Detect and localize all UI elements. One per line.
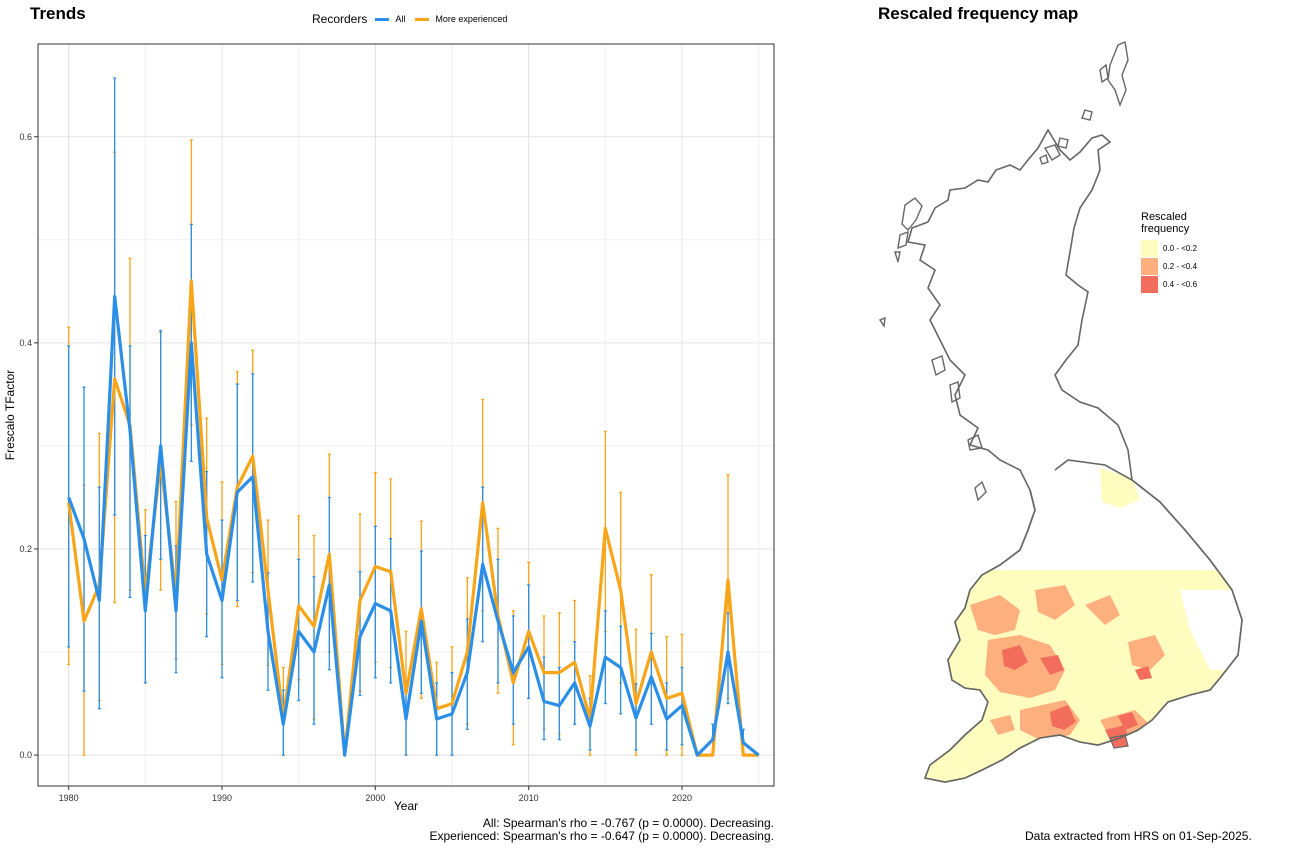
shetland-islands <box>1081 41 1129 121</box>
isle-of-man <box>974 480 987 502</box>
map-legend-swatch-low <box>1141 239 1158 257</box>
stats-experienced: Experienced: Spearman's rho = -0.647 (p … <box>429 829 775 843</box>
freq-high <box>1002 645 1152 740</box>
x-tick-label: 1980 <box>59 793 79 803</box>
y-tick-label: 0.0 <box>19 750 32 760</box>
stats-caption: All: Spearman's rho = -0.767 (p = 0.0000… <box>430 817 775 843</box>
map-legend-label-low: 0.0 - <0.2 <box>1163 243 1198 253</box>
y-tick-label: 0.6 <box>19 132 32 142</box>
orkney-islands <box>1039 137 1069 165</box>
map-legend-label-high: 0.4 - <0.6 <box>1163 279 1198 289</box>
x-tick-label: 2010 <box>519 793 539 803</box>
legend-title: Recorders <box>312 12 368 26</box>
y-axis-label: Frescalo TFactor <box>3 370 17 460</box>
map-legend-label-mid: 0.2 - <0.4 <box>1163 261 1198 271</box>
legend-label-experienced: More experienced <box>435 14 508 24</box>
freq-gap-east <box>1180 590 1242 670</box>
plot-panel <box>37 43 775 787</box>
western-isles-south <box>931 355 983 451</box>
map-legend-row: 0.4 - <0.6 <box>1141 275 1221 293</box>
legend-key-all <box>375 17 390 21</box>
y-tick-label: 0.4 <box>19 338 32 348</box>
trends-title: Trends <box>30 4 86 23</box>
x-axis-label: Year <box>394 799 418 813</box>
map-title: Rescaled frequency map <box>878 4 1079 23</box>
stats-all: All: Spearman's rho = -0.767 (p = 0.0000… <box>482 816 774 830</box>
map-legend-row: 0.0 - <0.2 <box>1141 239 1221 257</box>
y-tick-label: 0.2 <box>19 544 32 554</box>
hebrides <box>878 197 923 328</box>
map-legend-swatch-mid <box>1141 257 1158 275</box>
x-tick-label: 2000 <box>365 793 385 803</box>
map-legend-title-line2: frequency <box>1141 223 1190 235</box>
map-legend: Rescaled frequency 0.0 - <0.2 0.2 - <0.4… <box>1141 211 1221 293</box>
x-tick-label: 1990 <box>212 793 232 803</box>
map-legend-title-line1: Rescaled <box>1141 211 1187 223</box>
data-credit: Data extracted from HRS on 01-Sep-2025. <box>1025 829 1252 843</box>
legend-key-experienced <box>415 17 430 21</box>
series-line-experienced <box>67 279 759 757</box>
x-tick-label: 2020 <box>672 793 692 803</box>
frequency-map <box>878 41 1243 783</box>
trend-chart: 1980 1990 2000 2010 2020 0.0 0.2 0.4 0.6 Year Fr… <box>3 43 775 813</box>
map-legend-swatch-high <box>1141 275 1158 293</box>
isle-of-wight <box>1109 734 1129 749</box>
england-wales-outline <box>923 459 1243 783</box>
series-line-all <box>67 294 760 757</box>
legend-label-all: All <box>395 14 406 24</box>
map-legend-title: Rescaled frequency <box>1141 211 1221 235</box>
map-legend-row: 0.2 - <0.4 <box>1141 257 1221 275</box>
trend-legend: Recorders All More experienced <box>312 12 515 26</box>
